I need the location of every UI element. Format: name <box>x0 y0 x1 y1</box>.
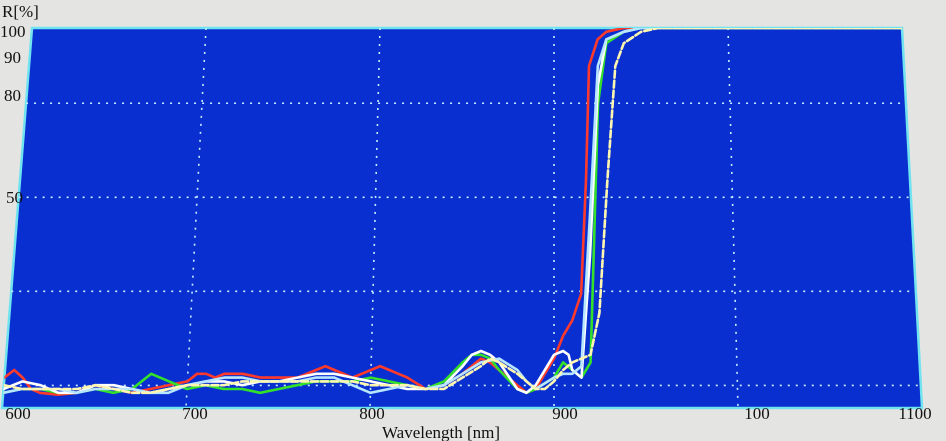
series-line-4 <box>2 28 904 395</box>
x-tick-label: 900 <box>552 404 578 423</box>
y-tick-label: 100 <box>0 22 26 41</box>
x-axis-label: Wavelength [nm] <box>382 423 500 441</box>
gridlines <box>3 28 921 408</box>
x-tick-label: 1100 <box>898 404 931 423</box>
y-tick-label: 80 <box>4 86 21 105</box>
x-tick-labels: 600 700 800 900 100 1100 <box>5 404 931 423</box>
series-line-5 <box>2 28 904 395</box>
y-tick-label: 90 <box>4 48 21 67</box>
y-tick-labels: 100 90 80 50 <box>0 22 26 207</box>
series-lines <box>2 28 904 397</box>
x-tick-label: 100 <box>744 404 770 423</box>
y-axis-label: R[%] <box>2 2 39 21</box>
x-tick-label: 600 <box>5 404 31 423</box>
plot-area <box>0 26 924 410</box>
x-tick-label: 700 <box>182 404 208 423</box>
y-tick-label: 50 <box>6 188 23 207</box>
x-tick-label: 800 <box>359 404 385 423</box>
